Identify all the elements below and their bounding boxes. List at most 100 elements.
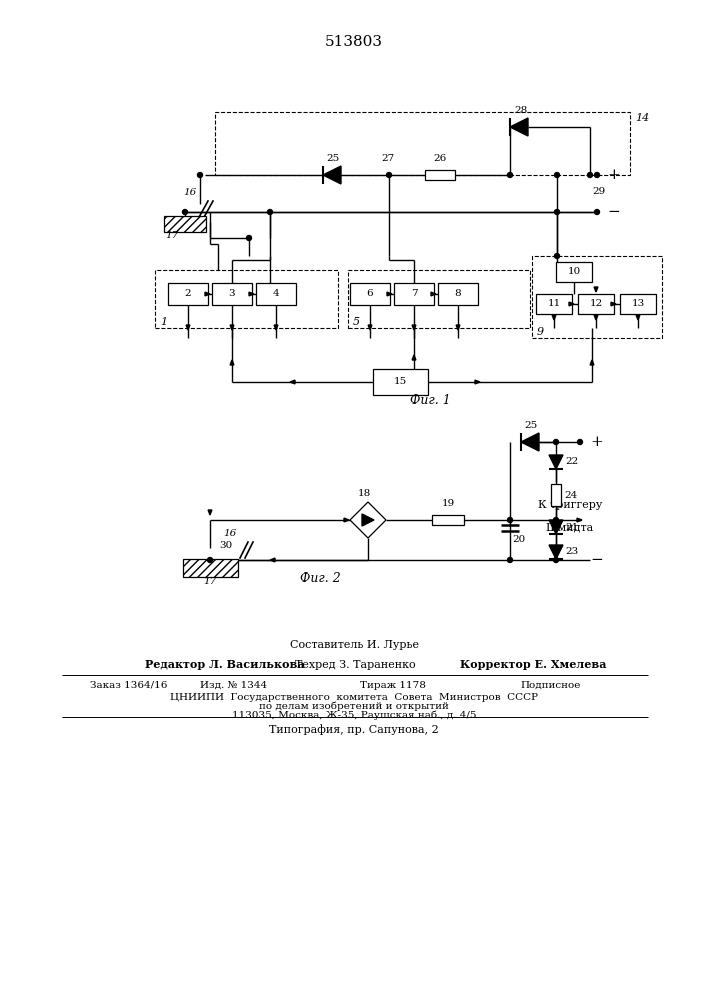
- Polygon shape: [510, 118, 528, 136]
- Circle shape: [595, 210, 600, 215]
- Text: Тираж 1178: Тираж 1178: [360, 680, 426, 690]
- Circle shape: [508, 172, 513, 178]
- Circle shape: [554, 518, 559, 522]
- Polygon shape: [594, 287, 598, 292]
- Bar: [556, 262, 592, 282]
- Text: 19: 19: [441, 499, 455, 508]
- Polygon shape: [274, 325, 278, 330]
- Polygon shape: [230, 360, 234, 365]
- Text: +: +: [607, 168, 620, 182]
- Polygon shape: [323, 166, 341, 184]
- Text: 27: 27: [381, 154, 395, 163]
- Circle shape: [554, 253, 559, 258]
- Text: К триггеру: К триггеру: [538, 500, 602, 510]
- Polygon shape: [344, 518, 349, 522]
- Bar: [348, 270, 530, 328]
- Text: 13: 13: [631, 300, 645, 308]
- Text: Подписное: Подписное: [520, 680, 580, 690]
- Text: Техред З. Тараненко: Техред З. Тараненко: [295, 660, 416, 670]
- Text: Фиг. 2: Фиг. 2: [300, 572, 340, 584]
- Text: 15: 15: [393, 377, 407, 386]
- Circle shape: [182, 210, 187, 215]
- Polygon shape: [186, 325, 190, 330]
- Text: −: −: [607, 205, 620, 219]
- Bar: [212, 283, 252, 305]
- Circle shape: [554, 558, 559, 562]
- Polygon shape: [290, 380, 295, 384]
- Polygon shape: [552, 315, 556, 320]
- Bar: [182, 559, 238, 577]
- Text: 30: 30: [219, 541, 233, 550]
- Bar: [432, 515, 464, 525]
- Text: 16: 16: [223, 529, 237, 538]
- Bar: [394, 283, 434, 305]
- Polygon shape: [230, 325, 234, 330]
- Circle shape: [588, 172, 592, 178]
- Text: 1: 1: [160, 317, 167, 327]
- Circle shape: [554, 172, 559, 178]
- Text: +: +: [590, 435, 603, 449]
- Bar: [168, 283, 208, 305]
- Polygon shape: [590, 360, 594, 365]
- Text: 18: 18: [357, 489, 370, 498]
- Text: 11: 11: [547, 300, 561, 308]
- Text: 21: 21: [565, 522, 578, 532]
- Polygon shape: [412, 325, 416, 330]
- Text: Корректор Е. Хмелева: Корректор Е. Хмелева: [460, 660, 607, 670]
- Text: 12: 12: [590, 300, 602, 308]
- Text: Типография, пр. Сапунова, 2: Типография, пр. Сапунова, 2: [269, 725, 439, 735]
- Circle shape: [508, 558, 513, 562]
- Polygon shape: [350, 502, 386, 538]
- Bar: [536, 294, 572, 314]
- Circle shape: [387, 172, 392, 178]
- Text: 20: 20: [512, 536, 525, 544]
- Bar: [620, 294, 656, 314]
- Text: 3: 3: [228, 290, 235, 298]
- Circle shape: [508, 518, 513, 522]
- Text: 8: 8: [455, 290, 461, 298]
- Text: Фиг. 1: Фиг. 1: [409, 393, 450, 406]
- Polygon shape: [205, 292, 210, 296]
- Circle shape: [207, 558, 213, 562]
- Text: 26: 26: [433, 154, 447, 163]
- Text: 24: 24: [564, 490, 577, 499]
- Polygon shape: [412, 355, 416, 360]
- Polygon shape: [208, 510, 212, 515]
- Text: Составитель И. Лурье: Составитель И. Лурье: [289, 640, 419, 650]
- Bar: [155, 270, 338, 328]
- Text: Редактор Л. Василькова: Редактор Л. Василькова: [145, 660, 305, 670]
- Polygon shape: [431, 292, 436, 296]
- Text: Шмидта: Шмидта: [546, 522, 594, 532]
- Text: 16: 16: [183, 188, 197, 197]
- Polygon shape: [521, 433, 539, 451]
- Text: 17: 17: [165, 232, 179, 240]
- Text: 17: 17: [204, 578, 216, 586]
- Text: 25: 25: [327, 154, 339, 163]
- Text: Заказ 1364/16: Заказ 1364/16: [90, 680, 168, 690]
- Text: 6: 6: [367, 290, 373, 298]
- Text: Изд. № 1344: Изд. № 1344: [200, 680, 267, 690]
- Polygon shape: [362, 514, 374, 526]
- Polygon shape: [456, 325, 460, 330]
- Text: 29: 29: [592, 188, 605, 196]
- Circle shape: [554, 440, 559, 444]
- Bar: [215, 112, 630, 175]
- Polygon shape: [611, 302, 616, 306]
- Bar: [373, 369, 428, 395]
- Text: 5: 5: [353, 317, 360, 327]
- Text: 10: 10: [568, 267, 580, 276]
- Bar: [438, 283, 478, 305]
- Text: 2: 2: [185, 290, 192, 298]
- Polygon shape: [270, 558, 275, 562]
- Text: 14: 14: [635, 113, 649, 123]
- Polygon shape: [569, 302, 574, 306]
- Polygon shape: [475, 380, 480, 384]
- Polygon shape: [549, 455, 563, 469]
- Text: 23: 23: [565, 548, 578, 556]
- Text: 28: 28: [515, 106, 527, 115]
- Bar: [164, 216, 206, 232]
- Circle shape: [554, 210, 559, 215]
- Bar: [551, 484, 561, 506]
- Polygon shape: [549, 520, 563, 534]
- Text: 113035, Москва, Ж-35, Раушская наб., д. 4/5: 113035, Москва, Ж-35, Раушская наб., д. …: [232, 710, 477, 720]
